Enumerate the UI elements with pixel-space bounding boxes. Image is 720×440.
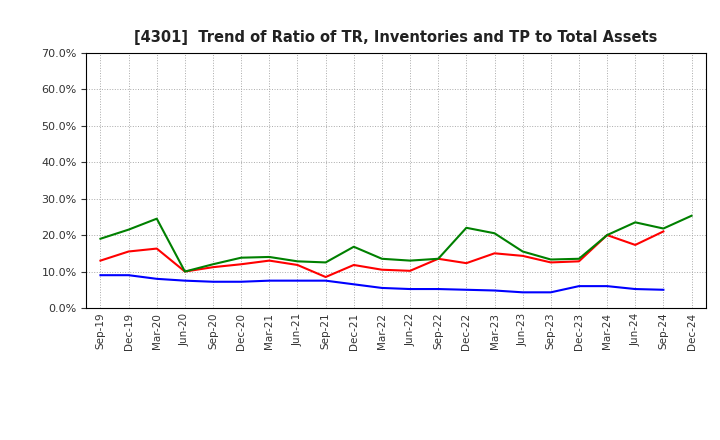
Trade Payables [546,257,555,262]
Trade Payables [349,244,358,249]
Trade Payables [96,236,105,242]
Trade Payables [377,256,386,261]
Trade Payables [265,254,274,260]
Inventories [546,290,555,295]
Trade Receivables [546,260,555,265]
Title: [4301]  Trend of Ratio of TR, Inventories and TP to Total Assets: [4301] Trend of Ratio of TR, Inventories… [135,29,657,45]
Inventories [237,279,246,284]
Trade Receivables [434,256,443,261]
Trade Payables [125,227,133,232]
Trade Payables [406,258,415,263]
Inventories [349,282,358,287]
Inventories [434,286,443,292]
Trade Payables [603,232,611,238]
Trade Receivables [462,260,471,266]
Trade Receivables [659,229,667,234]
Inventories [125,272,133,278]
Trade Receivables [377,267,386,272]
Inventories [575,283,583,289]
Trade Receivables [209,264,217,270]
Inventories [631,286,639,292]
Trade Receivables [321,275,330,280]
Trade Receivables [603,232,611,238]
Trade Payables [490,231,499,236]
Trade Receivables [490,251,499,256]
Inventories [293,278,302,283]
Trade Receivables [293,262,302,268]
Trade Payables [575,256,583,261]
Inventories [96,272,105,278]
Trade Receivables [96,258,105,263]
Inventories [181,278,189,283]
Trade Payables [462,225,471,231]
Trade Receivables [181,269,189,274]
Trade Receivables [153,246,161,251]
Trade Payables [434,256,443,261]
Trade Payables [518,249,527,254]
Trade Receivables [265,258,274,263]
Inventories [321,278,330,283]
Inventories [406,286,415,292]
Trade Payables [237,255,246,260]
Trade Payables [659,226,667,231]
Trade Receivables [237,262,246,267]
Inventories [209,279,217,284]
Inventories [377,285,386,290]
Trade Payables [209,262,217,267]
Trade Payables [321,260,330,265]
Trade Payables [293,259,302,264]
Trade Payables [687,213,696,218]
Trade Payables [153,216,161,221]
Inventories [603,283,611,289]
Line: Trade Receivables: Trade Receivables [101,231,663,277]
Inventories [153,276,161,282]
Trade Receivables [349,262,358,268]
Line: Inventories: Inventories [101,275,663,292]
Inventories [265,278,274,283]
Inventories [518,290,527,295]
Trade Payables [631,220,639,225]
Inventories [462,287,471,293]
Trade Receivables [631,242,639,248]
Trade Payables [181,269,189,274]
Trade Receivables [406,268,415,273]
Inventories [490,288,499,293]
Trade Receivables [518,253,527,259]
Trade Receivables [125,249,133,254]
Inventories [659,287,667,293]
Line: Trade Payables: Trade Payables [101,216,691,271]
Trade Receivables [575,259,583,264]
